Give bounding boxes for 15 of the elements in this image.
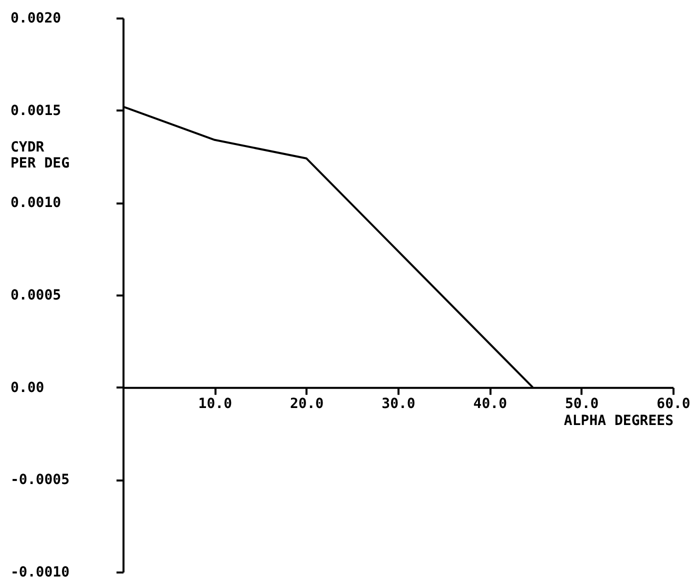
y-tick-label: -0.0005 bbox=[10, 472, 70, 488]
x-tick-label: 60.0 bbox=[656, 396, 690, 412]
x-tick-label: 10.0 bbox=[198, 396, 232, 412]
x-tick-label: 20.0 bbox=[290, 396, 324, 412]
x-tick-label: 50.0 bbox=[564, 396, 599, 412]
y-tick-label: 0.0020 bbox=[10, 10, 62, 26]
y-tick-label: 0.0015 bbox=[10, 102, 62, 119]
x-tick-label: 30.0 bbox=[382, 396, 416, 412]
y-tick-label: -0.0010 bbox=[10, 564, 70, 580]
y-tick-label: 0.0010 bbox=[10, 195, 62, 212]
x-tick-label: 40.0 bbox=[473, 396, 508, 412]
x-axis-title: ALPHA DEGREES bbox=[564, 412, 674, 429]
y-axis-title: CYDR PER DEG bbox=[10, 140, 70, 172]
y-tick-label: 0.00 bbox=[10, 380, 44, 396]
y-tick-label: 0.0005 bbox=[10, 288, 62, 304]
